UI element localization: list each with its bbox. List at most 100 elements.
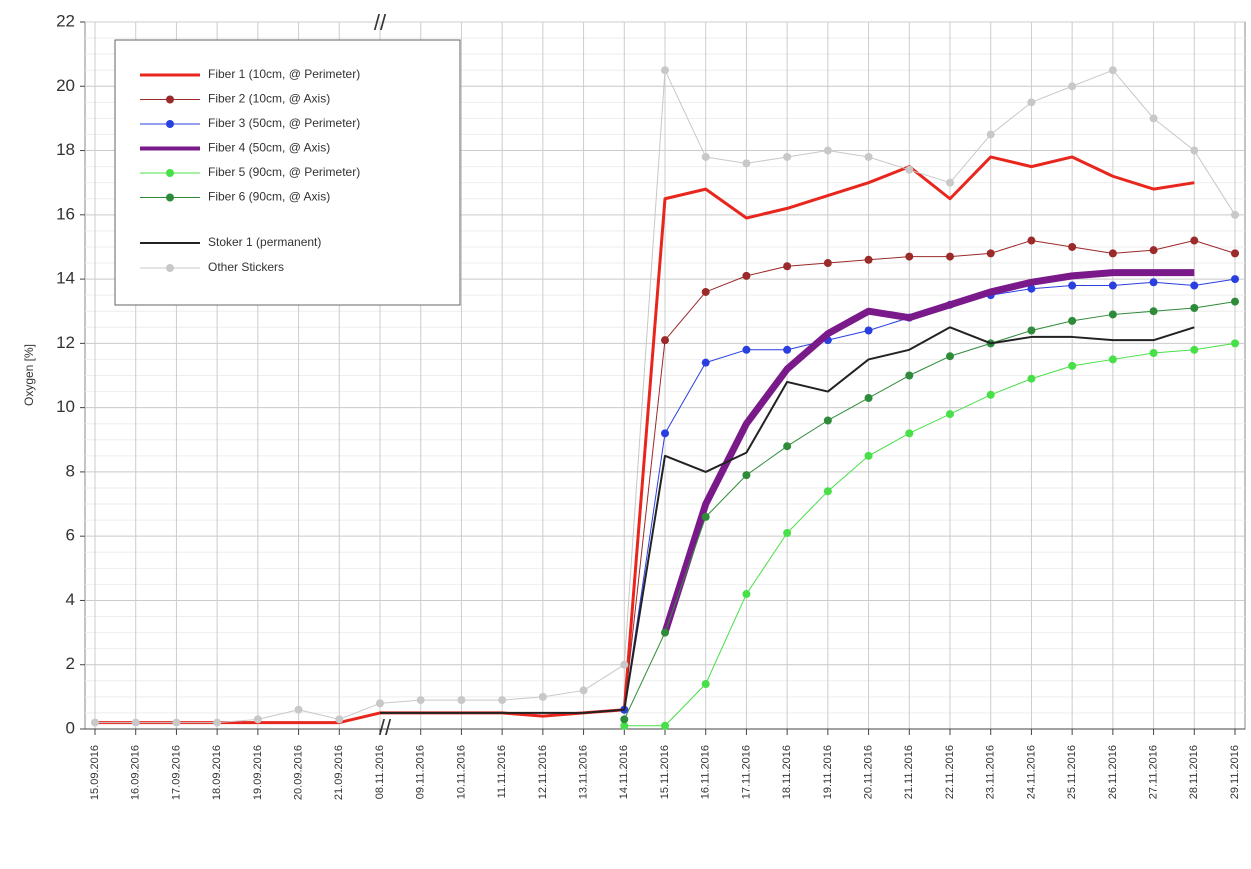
data-point xyxy=(1068,82,1077,91)
legend-label: Fiber 2 (10cm, @ Axis) xyxy=(208,92,330,106)
legend-marker xyxy=(166,169,174,177)
data-point xyxy=(864,255,873,264)
legend-label: Fiber 3 (50cm, @ Perimeter) xyxy=(208,116,360,130)
data-point xyxy=(946,252,954,261)
data-point xyxy=(905,165,914,174)
data-point xyxy=(783,442,792,451)
data-point xyxy=(1190,281,1199,290)
data-point xyxy=(783,528,792,537)
legend-label: Fiber 6 (90cm, @ Axis) xyxy=(208,190,330,204)
data-point xyxy=(1149,278,1158,287)
data-point xyxy=(742,159,751,168)
data-point xyxy=(986,249,995,258)
data-point xyxy=(1027,236,1036,245)
data-point xyxy=(1068,316,1077,325)
data-point xyxy=(701,358,710,367)
legend-label: Stoker 1 (permanent) xyxy=(208,235,321,249)
data-point xyxy=(783,152,792,161)
data-point xyxy=(742,471,751,480)
x-tick-label: 14.11.2016 xyxy=(618,745,630,799)
data-point xyxy=(1027,374,1036,383)
x-tick-label: 13.11.2016 xyxy=(577,745,589,799)
y-tick-label: 2 xyxy=(66,654,75,673)
axis-break: // xyxy=(379,715,392,740)
data-point xyxy=(172,718,181,727)
data-point xyxy=(946,410,954,419)
x-tick-label: 24.11.2016 xyxy=(1025,745,1037,799)
x-tick-label: 19.11.2016 xyxy=(822,745,834,799)
x-tick-label: 25.11.2016 xyxy=(1066,745,1078,799)
data-point xyxy=(661,66,669,75)
data-point xyxy=(986,390,995,399)
x-tick-label: 20.11.2016 xyxy=(862,745,874,799)
y-tick-label: 20 xyxy=(56,76,75,95)
y-tick-label: 18 xyxy=(56,140,75,159)
data-point xyxy=(823,259,832,268)
data-point xyxy=(986,130,995,139)
x-tick-label: 08.11.2016 xyxy=(374,745,386,799)
data-point xyxy=(864,326,873,335)
data-point xyxy=(1027,326,1036,335)
data-point xyxy=(905,252,914,261)
y-tick-label: 22 xyxy=(56,11,75,30)
y-tick-label: 14 xyxy=(56,269,75,288)
data-point xyxy=(1149,349,1158,358)
data-point xyxy=(1190,146,1199,155)
data-point xyxy=(1190,236,1199,245)
series-line xyxy=(623,240,1236,710)
y-tick-label: 16 xyxy=(56,204,75,223)
x-tick-label: 18.09.2016 xyxy=(211,745,223,800)
data-point xyxy=(742,345,751,354)
series-line xyxy=(623,301,1236,720)
y-tick-label: 8 xyxy=(66,461,75,480)
data-point xyxy=(823,416,832,425)
x-tick-label: 22.11.2016 xyxy=(944,745,956,799)
data-point xyxy=(701,152,710,161)
data-point xyxy=(783,262,792,271)
data-point xyxy=(1027,284,1036,293)
y-tick-label: 0 xyxy=(66,718,75,737)
data-point xyxy=(864,152,873,161)
series-line xyxy=(624,342,1236,727)
y-axis-label: Oxygen [%] xyxy=(22,344,36,406)
data-point xyxy=(1231,297,1239,306)
data-point xyxy=(946,178,954,187)
axis-break: // xyxy=(374,10,387,35)
legend-label: Fiber 4 (50cm, @ Axis) xyxy=(208,141,330,155)
data-point xyxy=(579,686,588,695)
legend-label: Fiber 5 (90cm, @ Perimeter) xyxy=(208,165,360,179)
data-point xyxy=(1108,355,1117,364)
data-point xyxy=(416,696,425,705)
y-tick-label: 4 xyxy=(66,590,75,609)
data-point xyxy=(1231,249,1239,258)
data-point xyxy=(742,271,751,280)
x-tick-label: 19.09.2016 xyxy=(252,745,264,800)
y-tick-label: 10 xyxy=(56,397,75,416)
data-point xyxy=(946,352,954,361)
data-point xyxy=(742,590,751,599)
x-tick-label: 09.11.2016 xyxy=(415,745,427,799)
data-point xyxy=(823,146,832,155)
x-tick-label: 26.11.2016 xyxy=(1107,745,1119,799)
data-point xyxy=(1149,114,1158,123)
series-layer xyxy=(91,66,1239,730)
data-point xyxy=(1231,210,1239,219)
y-tick-label: 12 xyxy=(56,333,75,352)
series-line xyxy=(95,155,1195,725)
data-point xyxy=(1190,345,1199,354)
legend-label: Other Stickers xyxy=(208,260,284,274)
x-tick-label: 16.11.2016 xyxy=(700,745,712,799)
legend-marker xyxy=(166,120,174,128)
data-point xyxy=(213,718,222,727)
series-line xyxy=(380,326,1195,714)
data-point xyxy=(1149,307,1158,316)
data-point xyxy=(131,718,140,727)
data-point xyxy=(1068,242,1077,251)
data-point xyxy=(783,345,792,354)
data-point xyxy=(823,487,832,496)
data-point xyxy=(1108,281,1117,290)
x-tick-label: 15.09.2016 xyxy=(89,745,101,800)
data-point xyxy=(1108,310,1117,319)
